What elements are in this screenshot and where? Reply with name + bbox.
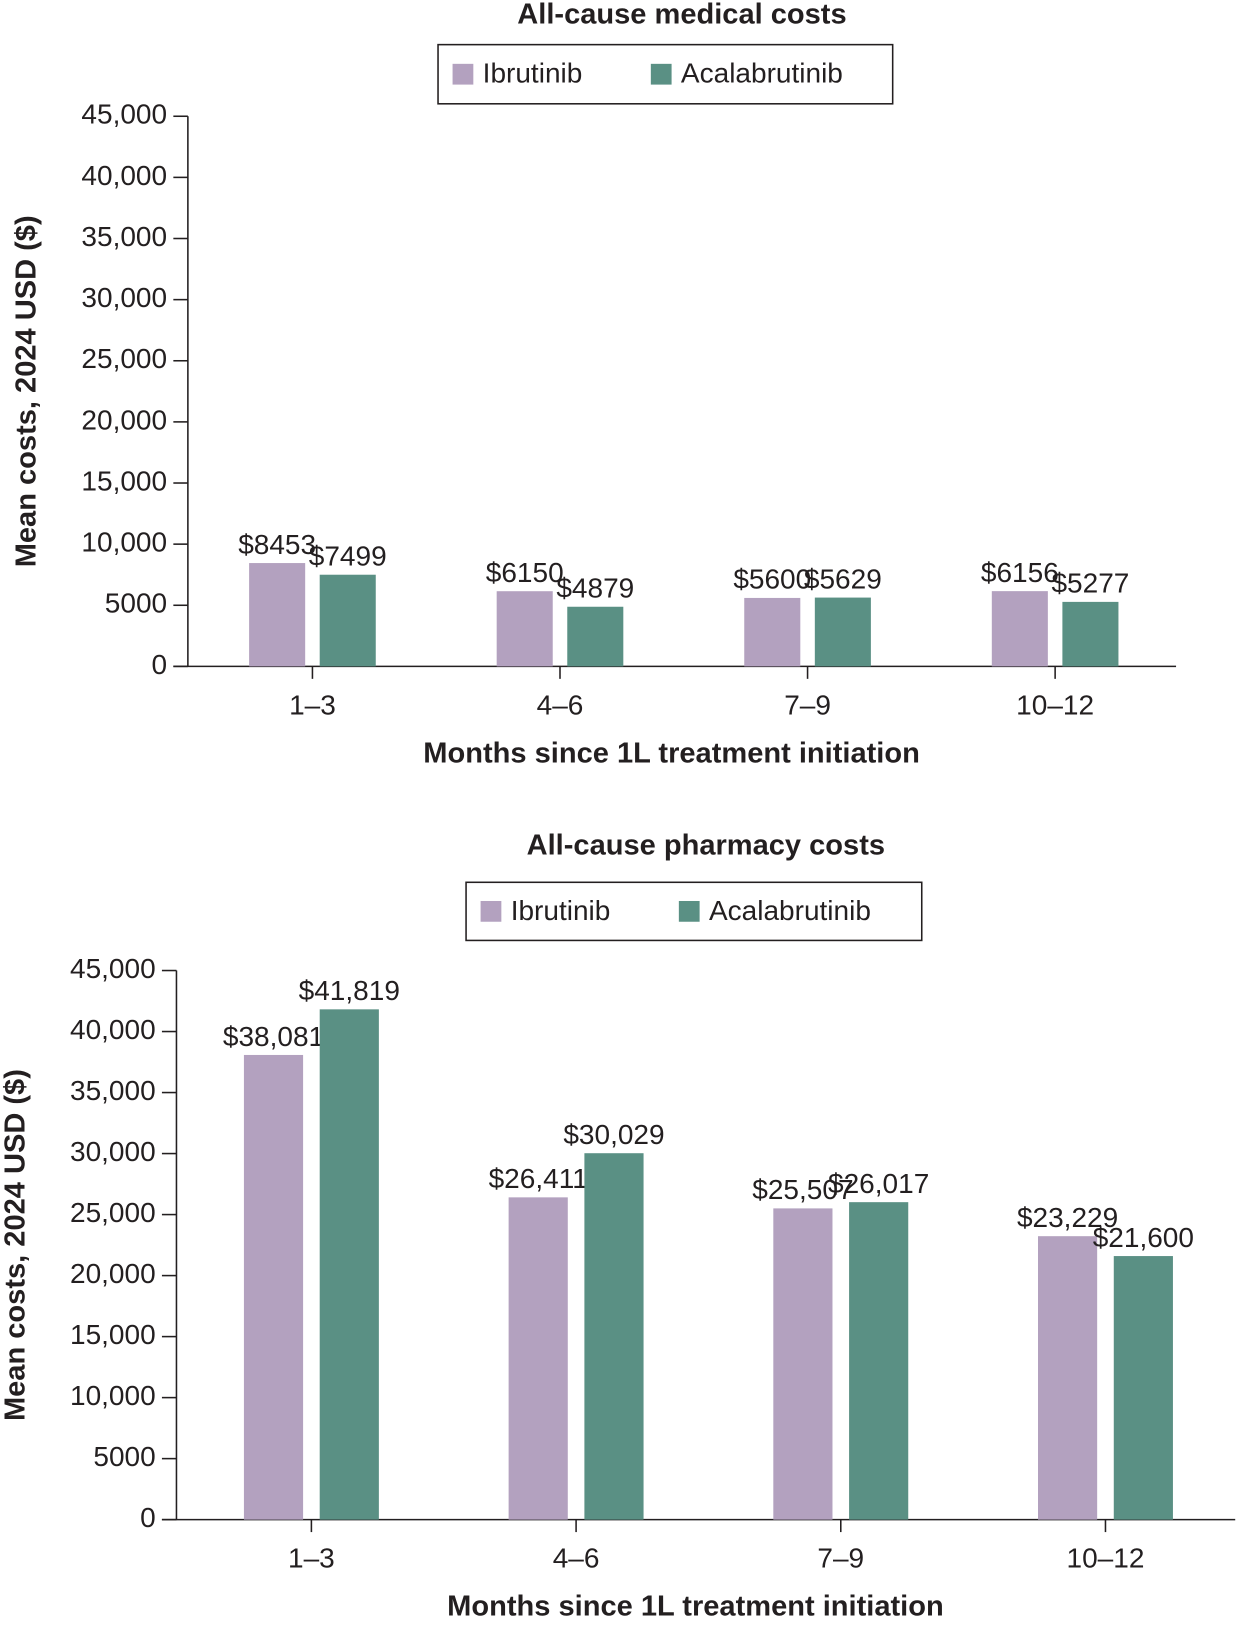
value-label: $6150 xyxy=(486,557,564,588)
y-tick-label: 10,000 xyxy=(70,1380,156,1411)
chart-title: All-cause pharmacy costs xyxy=(527,830,885,862)
legend-label: Acalabrutinib xyxy=(681,58,843,89)
value-label: $7499 xyxy=(309,541,387,572)
chart-title: All-cause medical costs xyxy=(517,0,846,30)
bar xyxy=(249,563,306,667)
value-label: $21,600 xyxy=(1093,1222,1194,1253)
x-tick-label: 4–6 xyxy=(537,689,584,720)
bar xyxy=(584,1153,644,1520)
value-label: $4879 xyxy=(556,573,634,604)
y-tick-label: 35,000 xyxy=(81,221,167,252)
bar xyxy=(744,597,801,667)
value-label: $6156 xyxy=(981,557,1059,588)
bar xyxy=(773,1208,833,1520)
legend-box xyxy=(437,43,894,105)
legend-label: Ibrutinib xyxy=(511,895,611,926)
bar xyxy=(849,1202,909,1520)
y-tick-label: 5000 xyxy=(105,588,167,619)
y-tick-label: 40,000 xyxy=(81,160,167,191)
x-axis-label: Months since 1L treatment initiation xyxy=(447,1591,944,1623)
value-label: $41,819 xyxy=(299,975,400,1006)
value-label: $5629 xyxy=(804,563,882,594)
y-tick-label: 25,000 xyxy=(70,1197,156,1228)
y-axis-label: Mean costs, 2024 USD ($) xyxy=(0,1069,31,1421)
value-label: $38,081 xyxy=(223,1021,324,1052)
bar xyxy=(1038,1236,1098,1520)
bar xyxy=(991,591,1048,667)
y-tick-label: 25,000 xyxy=(81,343,167,374)
y-tick-label: 45,000 xyxy=(81,99,167,130)
y-tick-label: 0 xyxy=(140,1502,156,1533)
value-label: $8453 xyxy=(238,529,316,560)
y-axis-label: Mean costs, 2024 USD ($) xyxy=(11,215,43,567)
y-tick-label: 20,000 xyxy=(81,404,167,435)
value-label: $26,017 xyxy=(828,1168,929,1199)
value-label: $26,411 xyxy=(489,1163,588,1194)
bar xyxy=(567,606,624,667)
bar xyxy=(319,1009,379,1520)
legend-swatch xyxy=(650,63,672,85)
bar xyxy=(243,1054,304,1520)
x-tick-label: 10–12 xyxy=(1016,689,1094,720)
x-tick-label: 7–9 xyxy=(784,689,831,720)
value-label: $23,229 xyxy=(1017,1202,1118,1233)
bar xyxy=(814,597,871,667)
x-tick-label: 1–3 xyxy=(289,689,336,720)
bar xyxy=(496,591,553,667)
legend-swatch xyxy=(452,63,474,85)
y-tick-label: 20,000 xyxy=(70,1258,156,1289)
y-tick-label: 30,000 xyxy=(70,1136,156,1167)
y-tick-label: 45,000 xyxy=(70,953,156,984)
y-tick-label: 10,000 xyxy=(81,527,167,558)
x-tick-label: 10–12 xyxy=(1067,1543,1145,1574)
y-tick-label: 5000 xyxy=(93,1441,155,1472)
legend-swatch xyxy=(480,900,502,922)
x-tick-label: 1–3 xyxy=(288,1543,335,1574)
y-tick-label: 35,000 xyxy=(70,1075,156,1106)
x-tick-label: 7–9 xyxy=(817,1543,864,1574)
legend-swatch xyxy=(678,900,700,922)
y-tick-label: 30,000 xyxy=(81,282,167,313)
y-tick-label: 15,000 xyxy=(70,1319,156,1350)
y-tick-label: 40,000 xyxy=(70,1014,156,1045)
x-axis-label: Months since 1L treatment initiation xyxy=(423,737,920,769)
legend-label: Ibrutinib xyxy=(483,58,583,89)
bar xyxy=(1113,1256,1173,1520)
legend-box xyxy=(465,881,923,942)
value-label: $30,029 xyxy=(563,1119,664,1150)
bar xyxy=(508,1197,568,1520)
value-label: $25,507 xyxy=(752,1174,853,1205)
value-label: $5600 xyxy=(733,564,811,595)
legend-label: Acalabrutinib xyxy=(709,895,871,926)
y-tick-label: 15,000 xyxy=(81,465,167,496)
bar xyxy=(1062,601,1119,667)
bar xyxy=(319,574,376,667)
x-tick-label: 4–6 xyxy=(553,1543,600,1574)
value-label: $5277 xyxy=(1051,568,1129,599)
y-tick-label: 0 xyxy=(152,649,168,680)
